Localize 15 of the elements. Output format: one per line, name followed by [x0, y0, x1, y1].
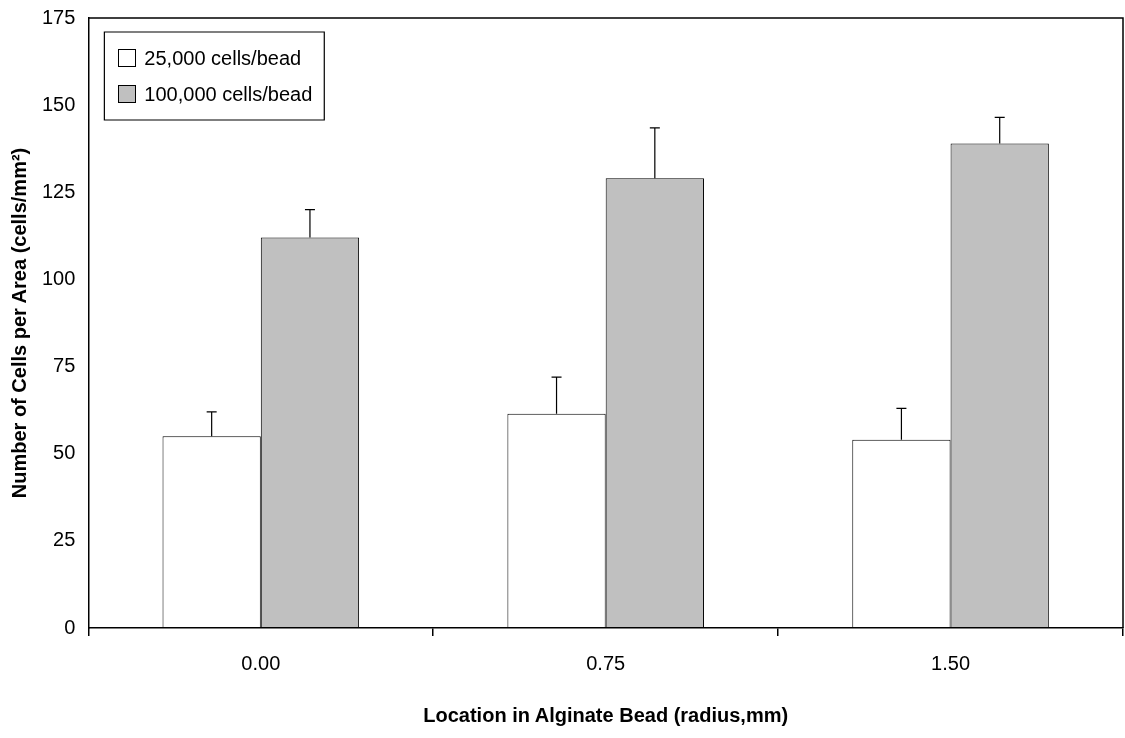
y-axis-title: Number of Cells per Area (cells/mm²): [7, 147, 30, 499]
y-tick-label: 75: [53, 354, 76, 377]
x-tick-label: 0.00: [241, 651, 281, 674]
x-tick-label: 0.75: [586, 651, 626, 674]
y-tick-label: 50: [53, 441, 76, 464]
legend-label: 100,000 cells/bead: [144, 82, 313, 105]
x-tick-label: 1.50: [931, 651, 971, 674]
y-tick-label: 125: [41, 179, 76, 202]
y-tick-label: 175: [41, 5, 76, 28]
x-axis-title: Location in Alginate Bead (radius,mm): [423, 703, 789, 726]
y-tick-label: 0: [64, 615, 76, 638]
y-tick-label: 150: [41, 92, 76, 115]
y-tick-label: 100: [41, 266, 76, 289]
legend-label: 25,000 cells/bead: [144, 46, 302, 69]
y-tick-label: 25: [53, 528, 76, 551]
